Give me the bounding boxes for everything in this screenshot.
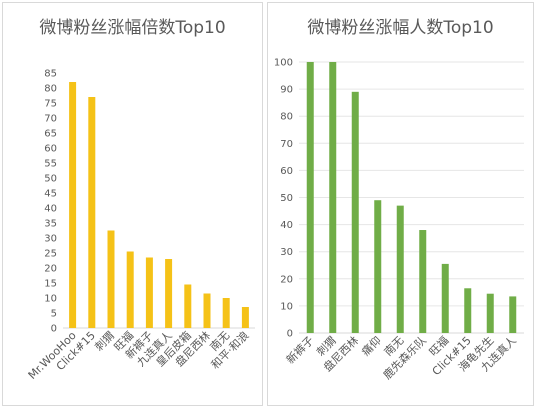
y-tick-label: 70 (280, 139, 293, 150)
bar (165, 259, 173, 328)
y-tick-label: 45 (44, 189, 57, 200)
chart-title: 微博粉丝涨幅倍数Top10 (39, 18, 226, 38)
bar-chart-growth-multiple: 0510152025303540455055606570758085Mr.Woo… (26, 69, 255, 382)
bar (329, 62, 337, 333)
chart-panel-growth-multiple: 微博粉丝涨幅倍数Top10 0 5 10 15 20 25 30 35 40 45 50 55 60 65… (2, 2, 263, 406)
y-tick-label: 30 (44, 234, 57, 245)
y-tick-label: 10 (44, 294, 57, 305)
bar (509, 296, 517, 333)
y-tick-label: 60 (280, 166, 293, 177)
bar (145, 257, 153, 328)
bar (464, 288, 472, 333)
y-tick-label: 20 (44, 264, 57, 275)
bar (222, 298, 230, 328)
bar-chart-growth-count: 0102030405060708090100新裤子刺猬盘尼西林痛仰南无鹿先森乐队… (274, 58, 524, 382)
x-category-label: 痛仰 (358, 333, 383, 358)
bar (419, 230, 427, 333)
y-tick-label: 55 (44, 159, 57, 170)
y-tick-label: 65 (44, 129, 57, 140)
y-tick-label: 75 (44, 99, 57, 110)
y-tick-label: 5 (51, 309, 57, 320)
y-tick-label: 20 (280, 274, 293, 285)
y-tick-label: 85 (44, 69, 57, 80)
bar (351, 91, 359, 333)
x-category-label: 鹿先森乐队 (380, 333, 429, 382)
y-tick-label: 90 (280, 85, 293, 96)
bar (107, 230, 115, 328)
chart-title: 微博粉丝涨幅人数Top10 (307, 18, 494, 38)
y-tick-label: 60 (44, 144, 57, 155)
y-tick-label: 30 (280, 247, 293, 258)
y-tick-label: 80 (44, 84, 57, 95)
y-tick-label: 50 (280, 193, 293, 204)
y-tick-label: 0 (51, 324, 57, 335)
y-tick-label: 40 (44, 204, 57, 215)
bar (241, 307, 249, 328)
bar (486, 293, 494, 333)
y-tick-label: 0 (287, 329, 293, 340)
bar (88, 97, 96, 328)
y-tick-label: 70 (44, 114, 57, 125)
y-tick-label: 50 (44, 174, 57, 185)
y-tick-label: 25 (44, 249, 57, 260)
y-tick-label: 80 (280, 112, 293, 123)
bar (203, 293, 211, 328)
y-tick-label: 35 (44, 219, 57, 230)
bar (126, 251, 134, 328)
bar (69, 82, 77, 328)
bar (184, 284, 192, 328)
y-tick-label: 15 (44, 279, 57, 290)
bar (441, 263, 449, 333)
bar (396, 205, 404, 333)
chart-panel-growth-count: 微博粉丝涨幅人数Top10 0 10 20 30 40 50 60 70 80 90 100 新裤子刺… (267, 2, 534, 406)
y-tick-label: 40 (280, 220, 293, 231)
bar (374, 200, 382, 333)
y-tick-label: 100 (274, 58, 293, 69)
bar (306, 62, 314, 333)
y-tick-label: 10 (280, 301, 293, 312)
